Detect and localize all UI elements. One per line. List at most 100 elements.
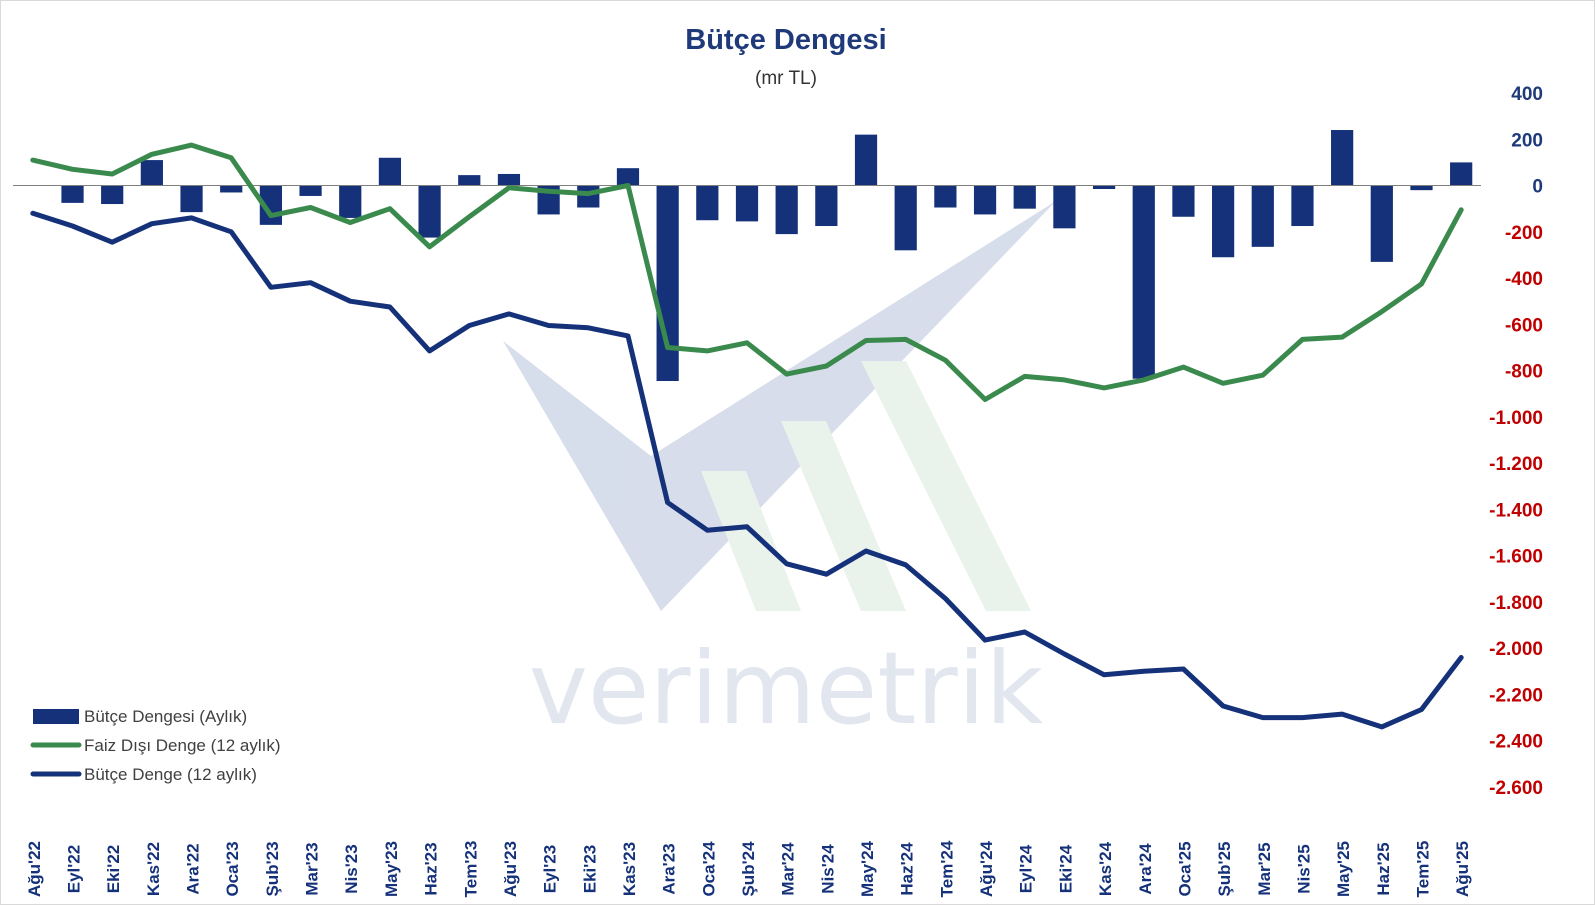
x-tick-label: Eyl'24: [1017, 844, 1036, 893]
y-tick-label: -1.600: [1489, 547, 1543, 568]
legend-item-12m-balance: Bütçe Denge (12 aylık): [30, 765, 257, 784]
y-tick-label: -400: [1505, 269, 1543, 290]
x-tick-label: Eyl'22: [65, 845, 84, 893]
x-tick-label: Nis'25: [1294, 844, 1313, 893]
bar-9: [378, 157, 402, 186]
y-tick-label: 400: [1511, 84, 1543, 105]
x-tick-label: Ağu'22: [25, 841, 44, 897]
bar-21: [854, 134, 878, 186]
bar-16: [656, 185, 679, 382]
y-tick-label: -2.400: [1489, 732, 1543, 753]
bar-23: [934, 185, 957, 208]
watermark-stripe-3: [861, 361, 1031, 611]
bar-33: [1331, 130, 1354, 186]
bar-series: [61, 130, 1473, 382]
x-tick-label: Eyl'23: [541, 845, 560, 893]
x-tick-label: Haz'24: [898, 842, 917, 896]
y-tick-label: -800: [1505, 362, 1543, 383]
y-axis-ticks: 400 200 0 -200 -400 -600 -800 -1.000 -1.200 -1.40…: [1489, 84, 1543, 799]
x-tick-label: Haz'25: [1374, 842, 1393, 895]
legend-label: Bütçe Dengesi (Aylık): [84, 707, 247, 726]
bar-31: [1251, 185, 1274, 247]
x-tick-label: Şub'25: [1215, 841, 1234, 896]
bar-34: [1370, 185, 1393, 262]
bar-10: [418, 185, 441, 238]
y-tick-label: 200: [1511, 130, 1543, 151]
bar-36: [1450, 162, 1473, 186]
bar-3: [140, 160, 163, 186]
bar-30: [1211, 185, 1235, 258]
x-tick-label: Oca'23: [223, 841, 242, 896]
bar-32: [1291, 185, 1314, 227]
line-series-primary-balance: [30, 142, 1464, 402]
x-tick-label: Nis'24: [818, 844, 837, 894]
x-axis-ticks: Ağu'22 Eyl'22 Eki'22 Kas'22 Ara'22 Oca'23 Şub'…: [25, 840, 1472, 897]
x-tick-label: Ara'23: [660, 843, 679, 894]
watermark-stripe-1: [701, 471, 801, 611]
x-tick-label: Eki'23: [580, 845, 599, 893]
bar-17: [696, 185, 719, 221]
bar-25: [1013, 185, 1036, 209]
legend-item-monthly-balance: Bütçe Dengesi (Aylık): [33, 707, 247, 726]
x-tick-label: Ağu'25: [1453, 841, 1472, 897]
y-tick-label: 0: [1532, 177, 1543, 198]
y-tick-label: -1.800: [1489, 593, 1543, 614]
x-tick-label: Ağu'23: [501, 841, 520, 897]
x-tick-label: Ara'22: [184, 843, 203, 894]
x-tick-label: Eki'22: [104, 845, 123, 893]
bar-26: [1053, 185, 1076, 229]
watermark-text: verimetrik: [529, 630, 1044, 747]
bar-35: [1410, 185, 1433, 191]
legend-label: Bütçe Denge (12 aylık): [84, 765, 257, 784]
bar-7: [299, 185, 322, 196]
bar-11: [458, 175, 481, 186]
x-tick-label: Haz'23: [422, 842, 441, 895]
x-tick-label: Tem'25: [1413, 841, 1432, 898]
y-tick-label: -2.000: [1489, 639, 1543, 660]
x-tick-label: Kas'22: [144, 842, 163, 896]
x-tick-label: Oca'24: [699, 841, 718, 897]
bar-27: [1092, 185, 1116, 190]
x-tick-label: Kas'24: [1096, 841, 1115, 896]
x-tick-label: Eki'24: [1056, 844, 1075, 893]
x-tick-label: Nis'23: [342, 844, 361, 893]
bar-14: [577, 185, 600, 208]
bar-18: [735, 185, 759, 222]
x-tick-label: Mar'25: [1255, 842, 1274, 895]
y-tick-label: -600: [1505, 315, 1543, 336]
watermark-check-mark: [503, 201, 1056, 611]
x-tick-label: May'24: [858, 840, 877, 897]
legend-label: Faiz Dışı Denge (12 aylık): [84, 736, 281, 755]
legend: Bütçe Dengesi (Aylık) Faiz Dışı Denge (1…: [30, 707, 281, 784]
bar-24: [973, 185, 997, 215]
legend-swatch-bar: [33, 709, 79, 724]
x-tick-label: Tem'23: [461, 841, 480, 898]
legend-item-primary-balance: Faiz Dışı Denge (12 aylık): [30, 736, 281, 755]
x-tick-label: Oca'25: [1175, 841, 1194, 896]
bar-19: [775, 185, 798, 235]
bar-4: [180, 185, 203, 213]
x-tick-label: May'23: [382, 841, 401, 897]
chart-subtitle: (mr TL): [755, 68, 817, 89]
x-tick-label: Mar'23: [303, 842, 322, 895]
x-tick-label: May'25: [1334, 841, 1353, 897]
y-tick-label: -2.200: [1489, 685, 1543, 706]
bar-5: [220, 185, 243, 193]
bar-15: [616, 168, 640, 186]
bar-2: [101, 185, 124, 205]
x-tick-label: Kas'23: [620, 842, 639, 896]
x-tick-label: Ağu'24: [977, 840, 996, 897]
x-tick-label: Mar'24: [779, 842, 798, 896]
bar-22: [894, 185, 917, 251]
y-tick-label: -1.000: [1489, 408, 1543, 429]
bar-29: [1172, 185, 1195, 217]
bar-28: [1132, 185, 1155, 379]
y-tick-label: -2.600: [1489, 778, 1543, 799]
line-series: [30, 142, 1464, 730]
bar-20: [815, 185, 838, 227]
line-series-budget-balance-12m: [30, 210, 1464, 730]
bar-8: [339, 185, 362, 218]
x-tick-label: Şub'23: [263, 841, 282, 896]
